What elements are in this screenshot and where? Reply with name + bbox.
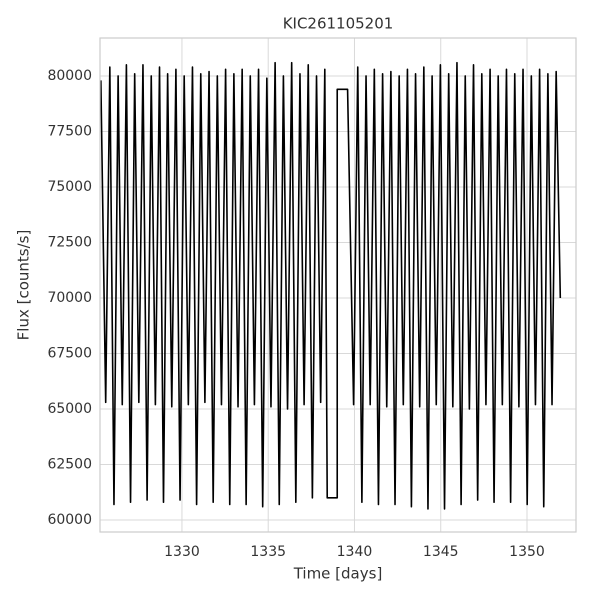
data-layer — [100, 61, 562, 510]
y-tick-label: 60000 — [47, 512, 92, 528]
chart-title: KIC261105201 — [283, 15, 394, 33]
series-line — [100, 61, 562, 510]
x-tick-label: 1335 — [250, 544, 286, 560]
plot-frame — [99, 37, 577, 533]
y-tick-label: 75000 — [47, 179, 92, 195]
y-tick-label: 65000 — [47, 401, 92, 417]
y-tick-label: 80000 — [47, 68, 92, 84]
y-tick-label: 67500 — [47, 345, 92, 361]
x-tick-label: 1345 — [423, 544, 459, 560]
y-axis-label: Flux [counts/s] — [15, 230, 33, 341]
y-tick-label: 62500 — [47, 457, 92, 473]
x-tick-label: 1330 — [164, 544, 200, 560]
x-axis-label: Time [days] — [293, 565, 383, 583]
y-tick-label: 72500 — [47, 234, 92, 250]
y-tick-label: 70000 — [47, 290, 92, 306]
x-tick-label: 1350 — [509, 544, 545, 560]
x-tick-label: 1340 — [337, 544, 373, 560]
y-tick-label: 77500 — [47, 123, 92, 139]
